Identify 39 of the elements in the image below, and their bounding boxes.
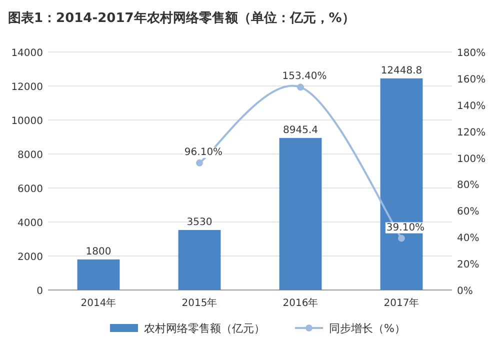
y2-tick-label: 100% [457,154,486,165]
y-tick-label: 0 [36,286,43,297]
y2-tick-label: 80% [457,180,480,192]
y-tick-label: 10000 [11,116,43,127]
legend-label: 农村网络零售额（亿元） [144,322,265,335]
y2-tick-label: 120% [457,127,486,138]
bar [178,230,221,290]
x-tick-label: 2016年 [282,297,318,309]
y-tick-label: 6000 [18,184,43,195]
point [297,84,304,91]
y2-tick-label: 60% [457,206,480,218]
x-tick-label: 2014年 [80,297,116,309]
data-label: 8945.4 [283,124,318,136]
data-label: 3530 [186,216,212,228]
data-label: 1800 [86,246,112,258]
y-tick-label: 12000 [11,82,43,93]
chart-title: 图表1：2014-2017年农村网络零售额（单位：亿元，%） [8,10,355,26]
bar [380,78,423,290]
data-label: 39.10% [386,222,425,234]
y-tick-label: 4000 [18,218,43,229]
data-label: 153.40% [282,71,327,82]
x-tick-label: 2017年 [384,297,420,309]
data-label: 96.10% [184,146,223,158]
y2-tick-label: 160% [457,74,486,86]
y2-tick-label: 0% [457,286,473,297]
y-tick-label: 8000 [18,150,43,161]
legend-label: 同步增长（%） [329,322,406,335]
data-label: 12448.8 [380,65,422,76]
y2-tick-label: 180% [457,48,486,59]
bar [77,259,120,290]
y2-tick-label: 40% [457,233,480,244]
y2-tick-label: 140% [457,100,486,112]
y-tick-label: 14000 [11,48,43,59]
x-tick-label: 2015年 [182,297,218,309]
point [398,234,405,242]
bar [279,138,322,290]
y-tick-label: 2000 [18,252,43,263]
y2-tick-label: 20% [457,260,480,271]
point [196,159,203,166]
